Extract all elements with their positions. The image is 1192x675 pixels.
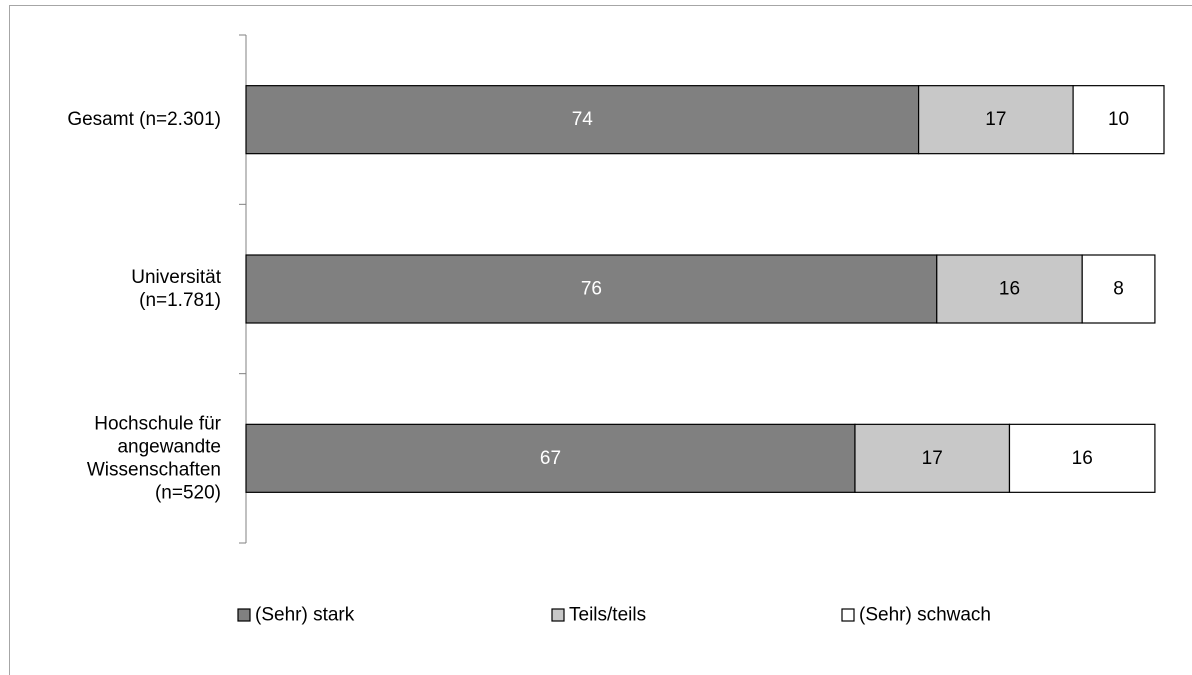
data-label: 76 bbox=[581, 279, 602, 300]
bar-segment bbox=[1072, 85, 1165, 155]
data-label: 17 bbox=[922, 448, 943, 469]
bar-segment bbox=[917, 85, 1074, 155]
bar-segment bbox=[1008, 423, 1156, 493]
bar-segment bbox=[854, 423, 1011, 493]
legend-swatch bbox=[237, 608, 251, 622]
category-axis bbox=[239, 34, 247, 544]
legend-swatch bbox=[551, 608, 565, 622]
bar-segment bbox=[936, 254, 1083, 324]
data-label: 10 bbox=[1108, 109, 1129, 130]
bar-segment bbox=[245, 85, 920, 155]
bar-segment bbox=[245, 423, 856, 493]
category-label-line: Wissenschaften bbox=[87, 459, 221, 480]
legend-swatch bbox=[841, 608, 855, 622]
category-label-line: Gesamt (n=2.301) bbox=[67, 109, 221, 130]
data-label: 16 bbox=[1072, 448, 1093, 469]
legend-entry: (Sehr) stark bbox=[255, 605, 355, 626]
bar-segments bbox=[245, 85, 1165, 493]
category-label-line: (n=520) bbox=[155, 482, 221, 503]
category-label-line: angewandte bbox=[117, 436, 221, 457]
data-label: 67 bbox=[540, 448, 561, 469]
legend-entry: Teils/teils bbox=[569, 605, 646, 626]
category-label-line: (n=1.781) bbox=[139, 290, 221, 311]
bar-segment bbox=[1081, 254, 1156, 324]
data-label: 74 bbox=[572, 109, 594, 130]
category-label-line: Universität bbox=[131, 267, 221, 288]
category-labels: Gesamt (n=2.301) Universität (n=1.781) Hoch… bbox=[67, 109, 221, 503]
data-label: 17 bbox=[985, 109, 1006, 130]
legend: (Sehr) stark Teils/teils (Sehr) schwach bbox=[237, 605, 991, 626]
legend-entry: (Sehr) schwach bbox=[859, 605, 991, 626]
data-label: 16 bbox=[999, 279, 1020, 300]
category-label: Gesamt (n=2.301) bbox=[67, 109, 221, 130]
bar-segment bbox=[245, 254, 938, 324]
category-label: Universität (n=1.781) bbox=[131, 267, 221, 311]
category-label-line: Hochschule für bbox=[94, 413, 221, 434]
data-label: 8 bbox=[1113, 279, 1124, 300]
value-labels: 74 17 10 76 16 8 67 17 16 bbox=[540, 109, 1129, 469]
category-label: Hochschule für angewandte Wissenschaften (n… bbox=[87, 413, 222, 503]
